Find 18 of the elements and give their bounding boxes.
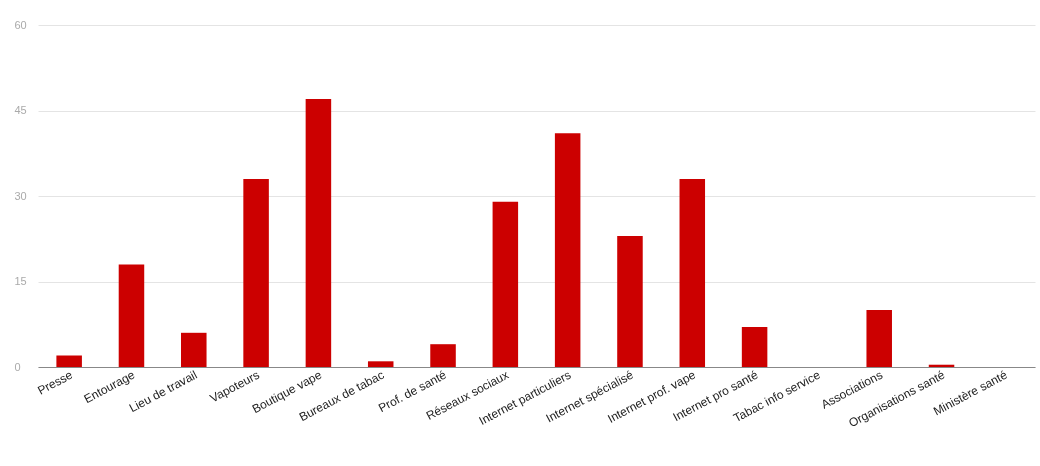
bar [243,178,269,367]
y-tick-label: 15 [14,275,27,287]
bar [741,327,768,367]
bar [181,332,207,367]
y-tick-label: 30 [14,189,27,202]
y-tick-label: 45 [14,104,27,116]
y-tick-label: 0 [14,360,21,373]
bar [554,133,581,367]
bar [367,361,394,367]
bar [866,310,892,367]
bar [118,264,145,367]
bar [305,99,332,367]
bar [492,201,519,367]
bar [679,178,706,367]
bar [617,235,643,367]
bar [56,355,82,367]
y-tick-label: 60 [14,18,27,31]
bar [430,344,456,367]
